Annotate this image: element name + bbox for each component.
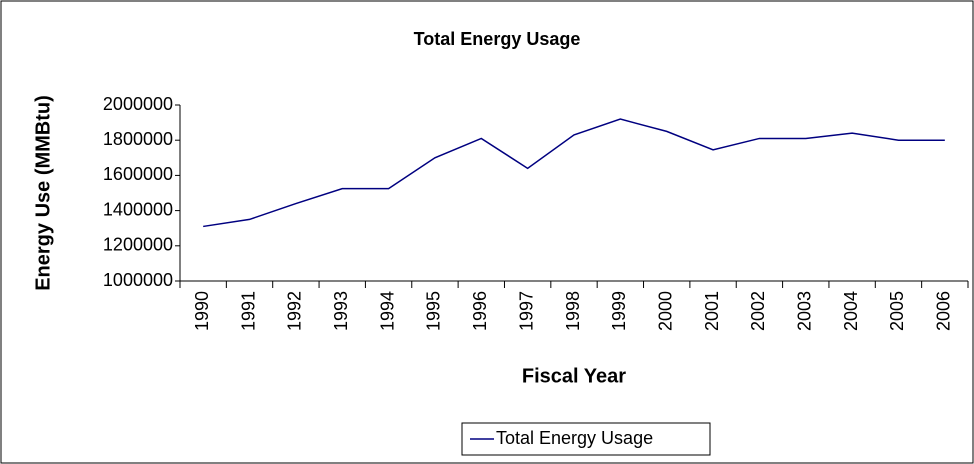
y-tick-label: 1800000 <box>103 129 173 149</box>
x-tick-label: 1998 <box>563 291 583 331</box>
x-tick-label: 1993 <box>331 291 351 331</box>
y-axis-title: Energy Use (MMBtu) <box>32 95 54 291</box>
x-tick-label: 2000 <box>655 291 675 331</box>
y-tick-label: 1400000 <box>103 199 173 219</box>
x-tick-label: 1994 <box>377 291 397 331</box>
x-tick-label: 2003 <box>795 291 815 331</box>
x-tick-label: 2005 <box>887 291 907 331</box>
legend-label: Total Energy Usage <box>496 428 653 448</box>
y-tick-label: 1200000 <box>103 235 173 255</box>
y-tick-label: 1600000 <box>103 164 173 184</box>
legend-box <box>461 422 711 456</box>
x-tick-label: 2001 <box>702 291 722 331</box>
x-tick-label: 1999 <box>609 291 629 331</box>
y-tick-label: 1000000 <box>103 270 173 290</box>
x-tick-label: 1992 <box>285 291 305 331</box>
x-tick-label: 1995 <box>424 291 444 331</box>
line-series <box>203 118 945 228</box>
x-tick-label: 2004 <box>841 291 861 331</box>
x-tick-label: 1990 <box>192 291 212 331</box>
x-tick-label: 1997 <box>516 291 536 331</box>
chart-title: Total Energy Usage <box>414 29 581 49</box>
y-tick-label: 2000000 <box>103 94 173 114</box>
x-axis-title: Fiscal Year <box>522 365 626 387</box>
x-tick-label: 1991 <box>238 291 258 331</box>
x-tick-label: 2002 <box>748 291 768 331</box>
x-tick-label: 1996 <box>470 291 490 331</box>
x-tick-label: 2006 <box>934 291 954 331</box>
